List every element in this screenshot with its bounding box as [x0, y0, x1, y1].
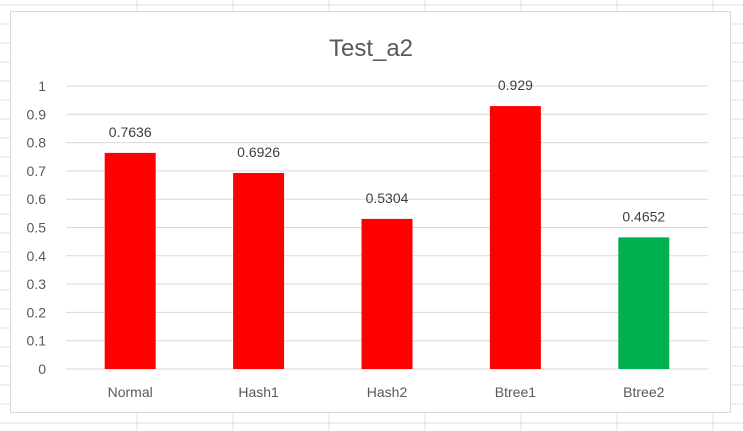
bars	[104, 106, 670, 369]
y-tick-label: 0.9	[27, 106, 47, 122]
chart-area[interactable]: Test_a2 0 0.1 0.2 0.3 0.4 0.5 0.6 0.7 0.8 0.9 1 0.…	[10, 11, 731, 413]
y-tick-label: 0.3	[27, 276, 47, 292]
y-tick-label: 1	[38, 78, 46, 94]
y-tick-label: 0	[38, 361, 46, 377]
y-tick-label: 0.4	[27, 248, 47, 264]
y-tick-label: 0.2	[27, 304, 47, 320]
data-label: 0.5304	[366, 190, 409, 206]
x-category-label: Hash2	[367, 384, 408, 400]
bar-chart: Test_a2 0 0.1 0.2 0.3 0.4 0.5 0.6 0.7 0.8 0.9 1 0.…	[27, 35, 708, 400]
y-tick-label: 0.5	[27, 220, 47, 236]
data-label: 0.4652	[622, 208, 665, 224]
data-label: 0.6926	[237, 144, 280, 160]
x-axis-categories: Normal Hash1 Hash2 Btree1 Btree2	[108, 384, 665, 400]
data-label: 0.7636	[109, 124, 152, 140]
x-category-label: Hash1	[238, 384, 279, 400]
data-labels: 0.7636 0.6926 0.5304 0.929 0.4652	[109, 77, 666, 224]
bar-btree2[interactable]	[618, 237, 670, 369]
chart-title: Test_a2	[329, 35, 413, 62]
bar-hash1[interactable]	[233, 172, 285, 369]
bar-normal[interactable]	[104, 152, 156, 369]
bar-btree1[interactable]	[489, 106, 541, 369]
y-tick-label: 0.8	[27, 135, 47, 151]
y-tick-label: 0.7	[27, 163, 47, 179]
y-tick-label: 0.1	[27, 333, 47, 349]
x-category-label: Btree1	[495, 384, 536, 400]
x-category-label: Normal	[108, 384, 153, 400]
data-label: 0.929	[498, 77, 533, 93]
y-axis-ticks: 0 0.1 0.2 0.3 0.4 0.5 0.6 0.7 0.8 0.9 1	[27, 78, 47, 377]
y-tick-label: 0.6	[27, 191, 47, 207]
bar-hash2[interactable]	[361, 218, 413, 369]
x-category-label: Btree2	[623, 384, 664, 400]
